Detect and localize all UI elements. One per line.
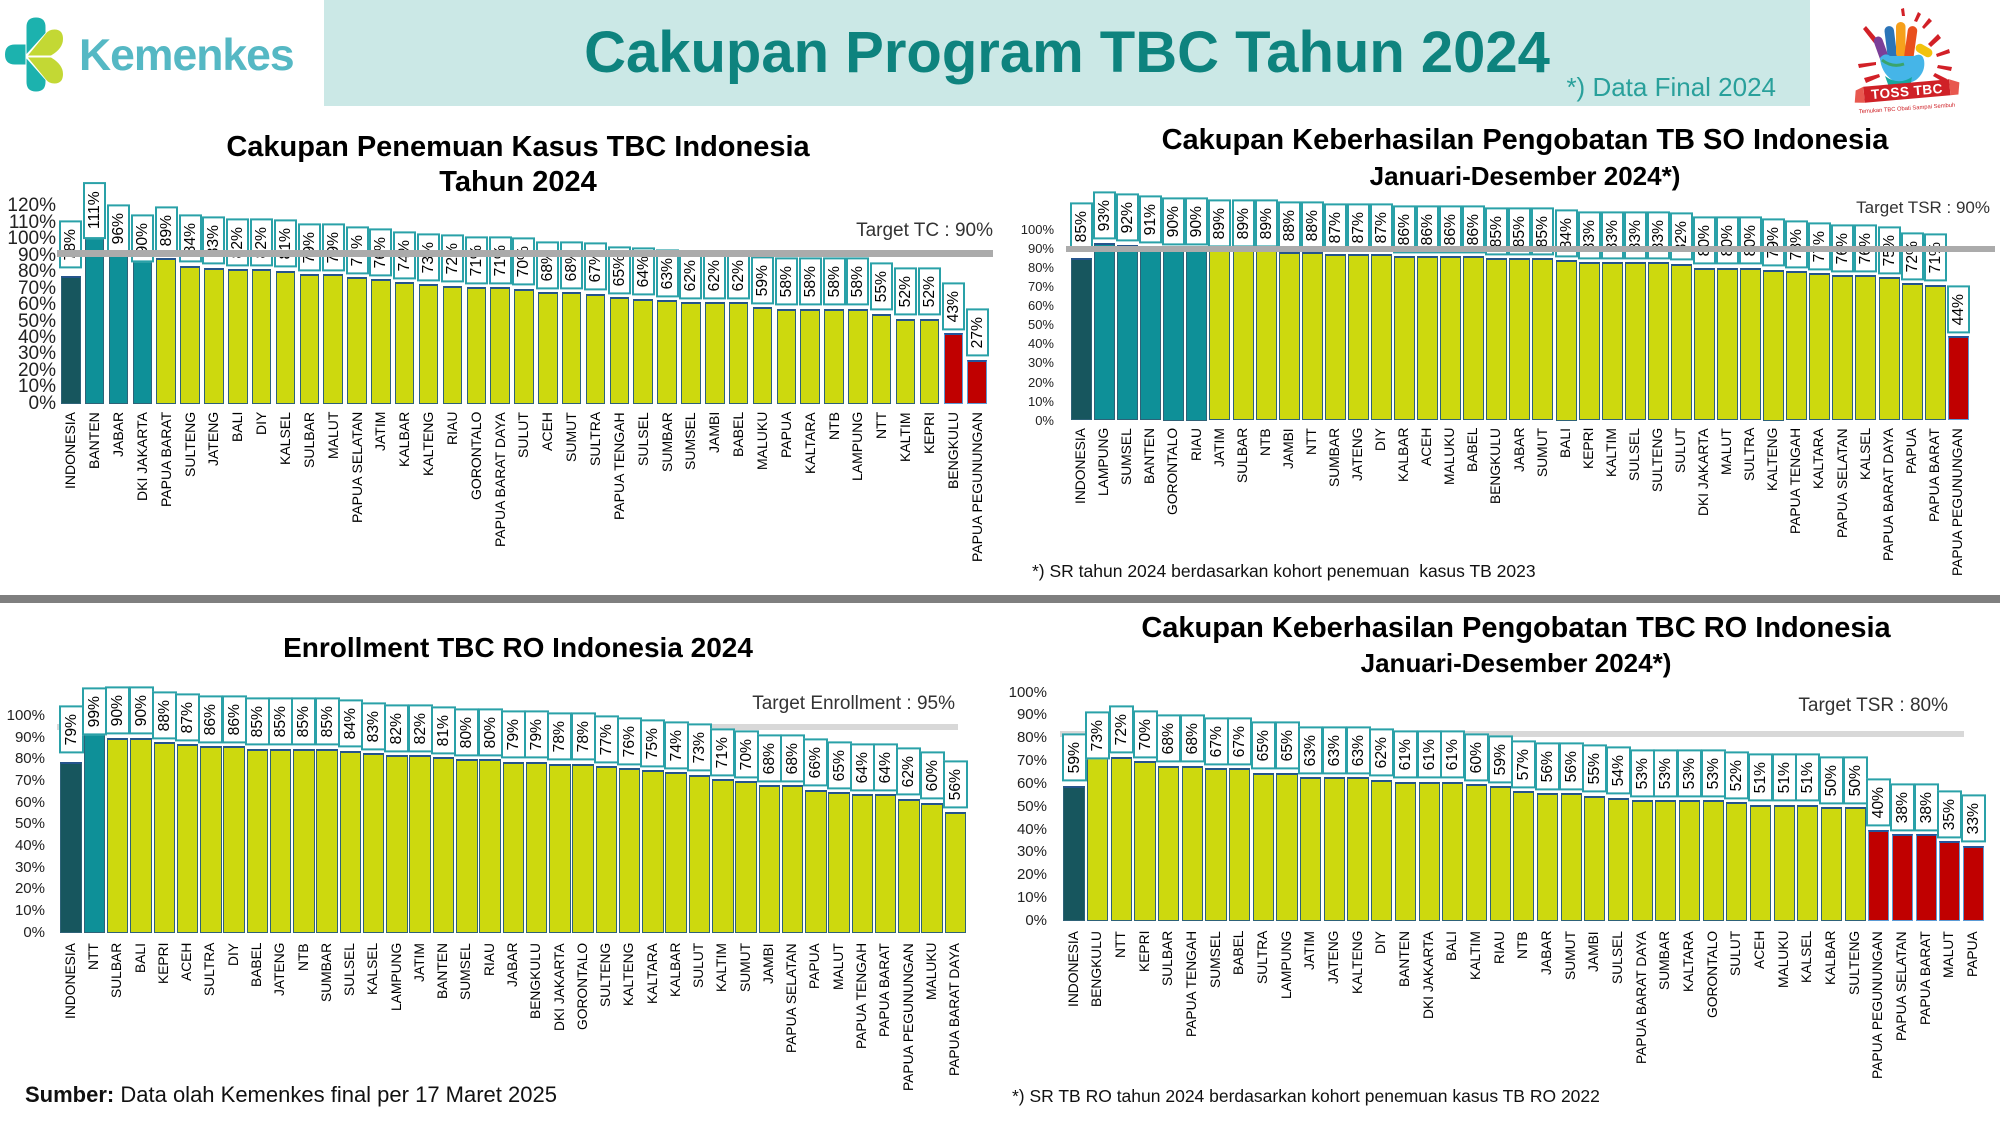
- svg-text:TOSS TBC: TOSS TBC: [1870, 81, 1943, 102]
- svg-text:Temukan TBC Obati Sampai Sembu: Temukan TBC Obati Sampai Sembuh: [1859, 103, 1956, 116]
